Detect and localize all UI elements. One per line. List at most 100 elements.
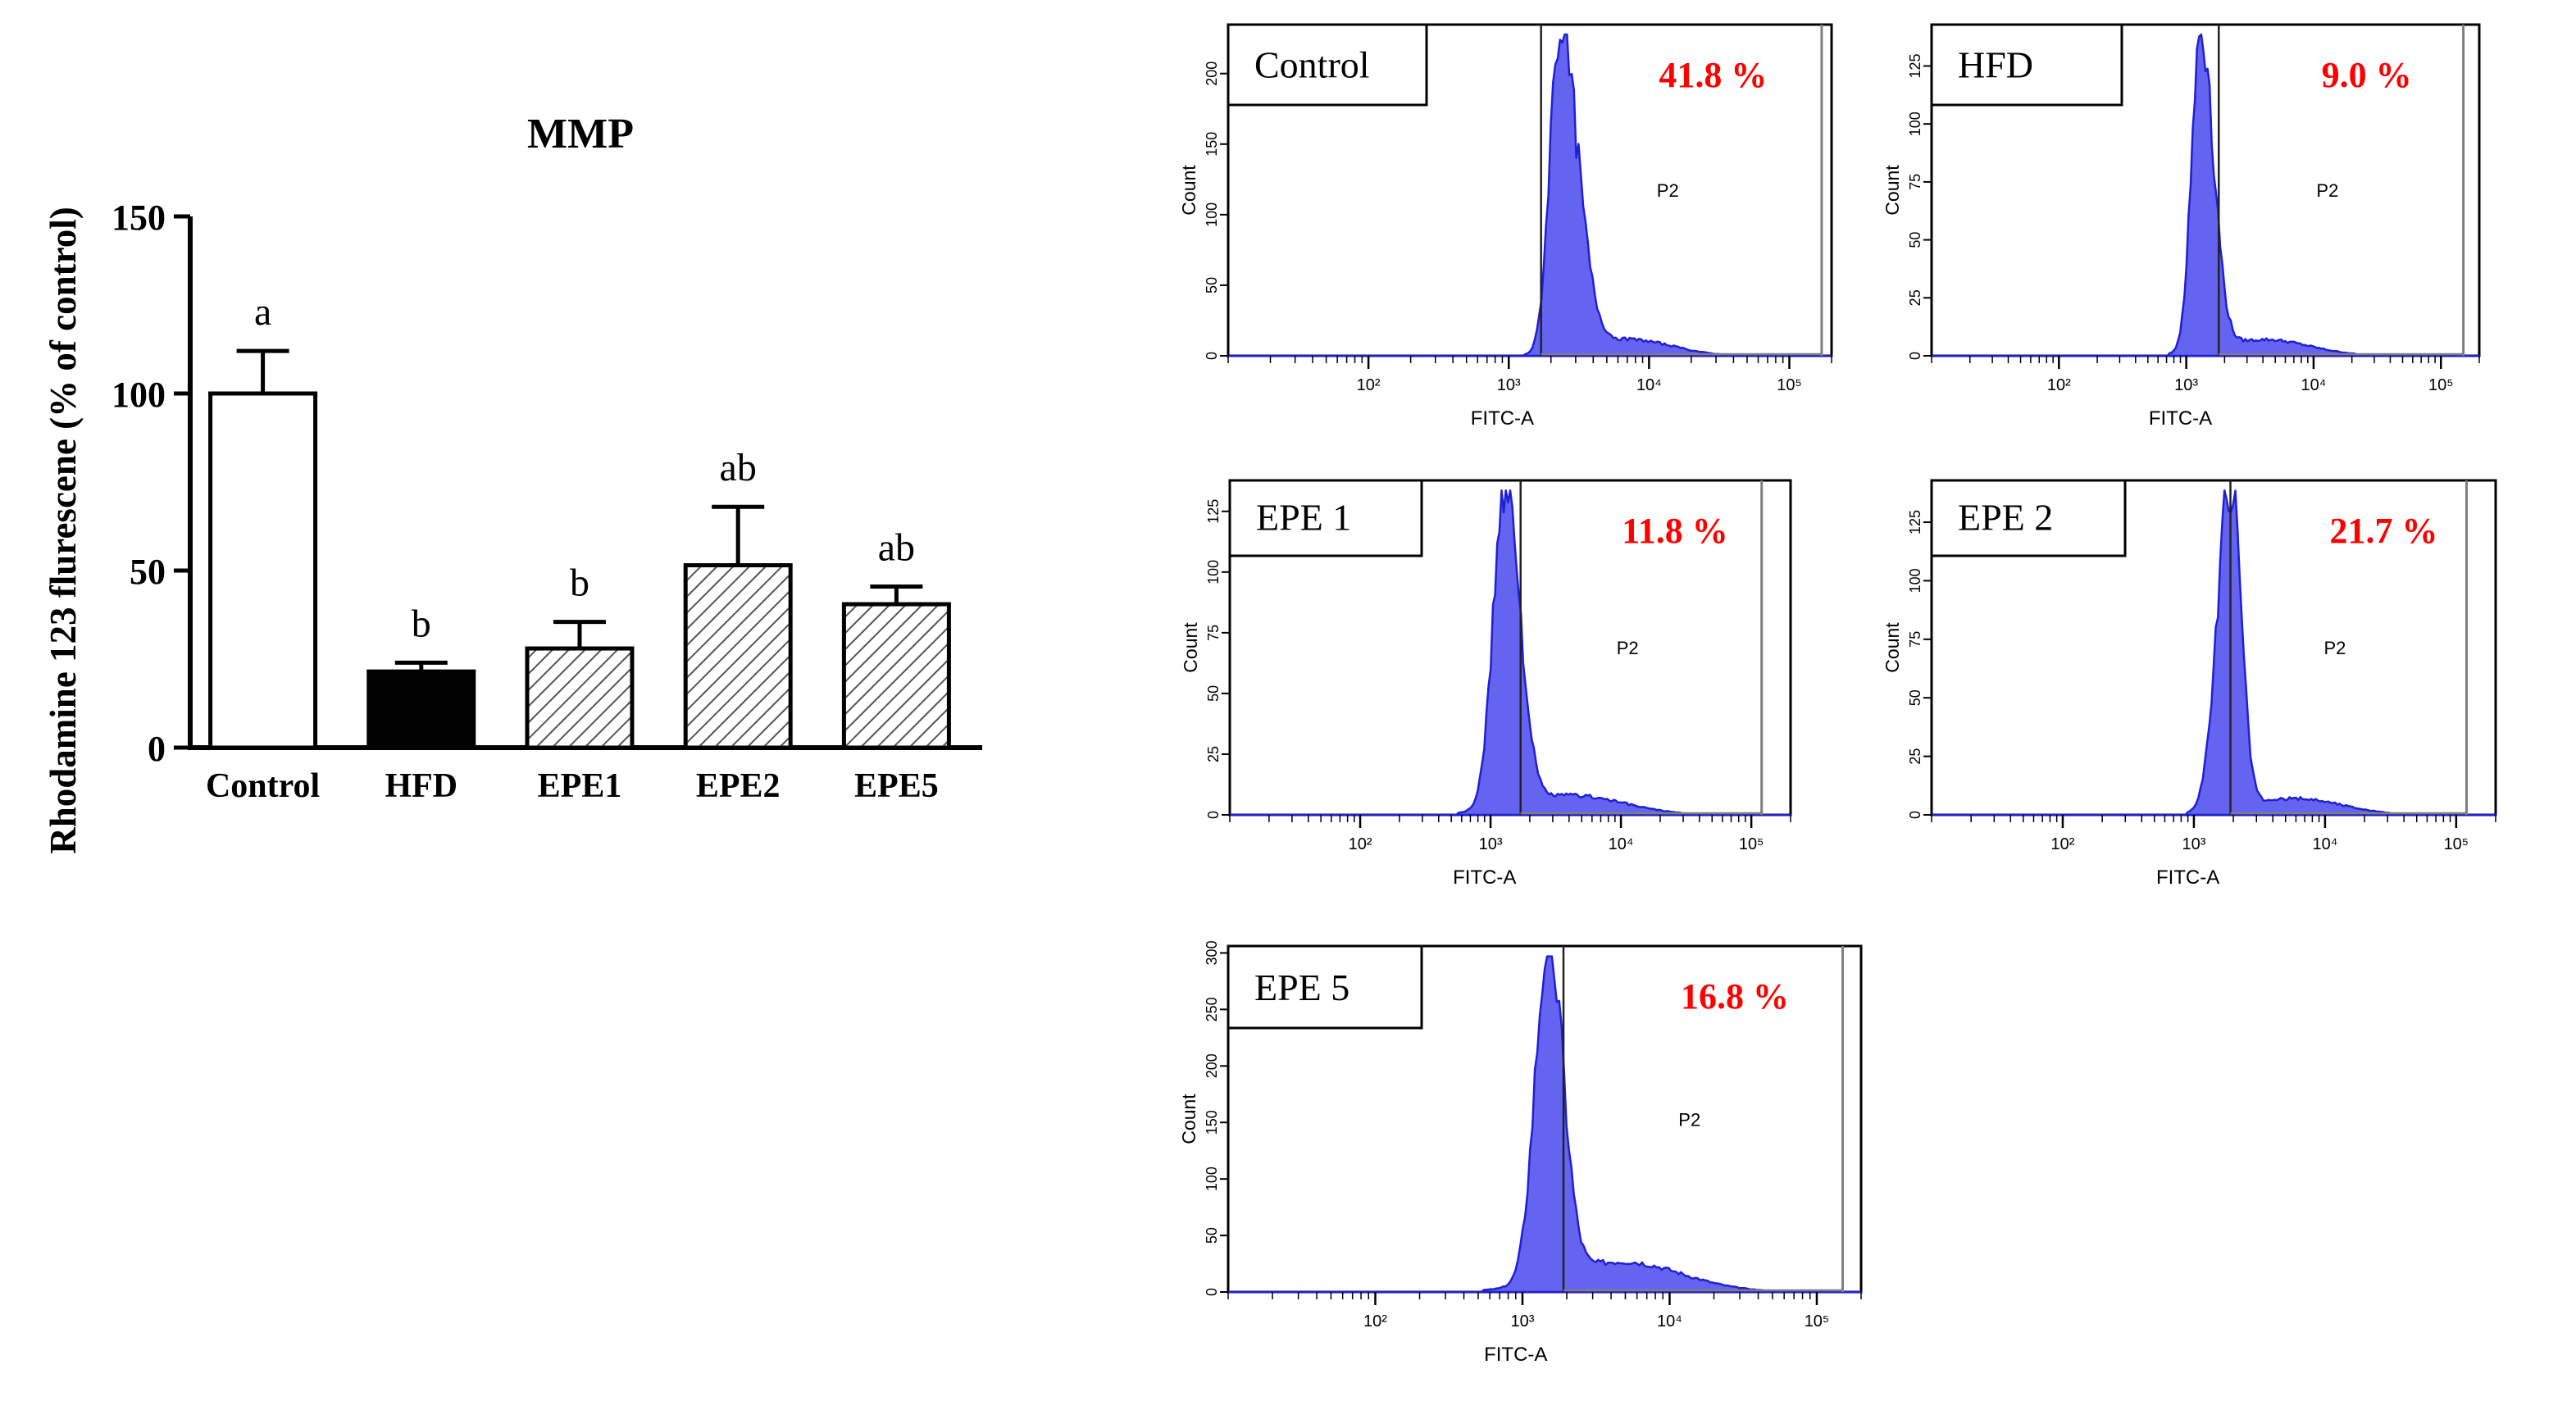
gate-label: P2 xyxy=(1657,180,1679,201)
hist-x-tick-label: 10² xyxy=(2047,376,2071,394)
hist-y-tick-label: 125 xyxy=(1907,510,1923,534)
hist-x-tick-label: 10⁵ xyxy=(1777,376,1802,394)
hist-y-tick-label: 0 xyxy=(1204,1288,1220,1296)
hist-x-axis-label: FITC-A xyxy=(2156,867,2219,889)
bar-epe2 xyxy=(683,563,793,750)
gate-label: P2 xyxy=(2316,180,2338,201)
hist-y-tick-label: 125 xyxy=(1205,499,1222,524)
hist-y-tick-label: 150 xyxy=(1204,1110,1220,1135)
bar-significance-letter: ab xyxy=(720,446,757,489)
hist-y-tick-label: 100 xyxy=(1907,568,1923,593)
bar-category-label: Control xyxy=(206,767,320,805)
hist-y-tick-label: 200 xyxy=(1204,1053,1220,1078)
histogram-panel-control: P2 41.8 % Control 0 50 100 150 200 Count 10² 10³ 10… xyxy=(1178,23,1833,430)
bar-significance-letter: ab xyxy=(878,525,915,569)
sample-label: EPE 1 xyxy=(1256,497,1351,539)
bar-chart-y-axis-label: Rhodamine 123 flurescene (% of control) xyxy=(43,207,84,854)
bar-epe5 xyxy=(841,602,951,750)
sample-label: EPE 5 xyxy=(1254,967,1349,1008)
hist-x-tick-label: 10⁴ xyxy=(1657,1312,1682,1330)
hist-x-tick-label: 10² xyxy=(1349,835,1372,853)
sample-label-box xyxy=(1930,23,2123,107)
bar-y-tick-label: 100 xyxy=(112,375,166,415)
hist-y-tick-label: 0 xyxy=(1204,352,1220,360)
hist-y-tick-label: 200 xyxy=(1204,61,1220,86)
hist-y-tick-label: 50 xyxy=(1205,685,1222,702)
bar-epe1 xyxy=(525,646,635,750)
hist-y-tick-label: 100 xyxy=(1204,202,1220,227)
bar-y-tick-label: 50 xyxy=(130,552,166,592)
hist-x-tick-label: 10² xyxy=(2051,835,2075,853)
hist-x-tick-label: 10⁵ xyxy=(2444,835,2469,853)
hist-x-tick-label: 10³ xyxy=(1479,835,1503,853)
bar-y-tick-label: 150 xyxy=(112,198,166,238)
gated-percent: 41.8 % xyxy=(1659,55,1767,95)
hist-x-axis-label: FITC-A xyxy=(1471,407,1534,430)
gated-percent: 16.8 % xyxy=(1681,976,1789,1017)
hist-x-tick-label: 10⁴ xyxy=(1636,376,1662,394)
sample-label-box xyxy=(1930,479,2127,557)
hist-y-tick-label: 250 xyxy=(1204,997,1220,1021)
hist-x-axis-label: FITC-A xyxy=(1484,1344,1547,1366)
hist-y-tick-label: 50 xyxy=(1907,689,1923,706)
hist-y-tick-label: 25 xyxy=(1907,289,1923,306)
bar-y-tick-label: 0 xyxy=(148,729,166,769)
hist-y-tick-label: 100 xyxy=(1907,111,1923,136)
hist-y-tick-label: 0 xyxy=(1205,811,1222,819)
gated-percent: 9.0 % xyxy=(2322,55,2412,95)
flow-cytometry-histograms: P2 41.8 % Control 0 50 100 150 200 Count 10² 10³ 10… xyxy=(1178,23,2497,1366)
sample-label: EPE 2 xyxy=(1958,497,2053,539)
histogram-panel-epe2: P2 21.7 % EPE 2 0 25 50 75 100 125 Count 10² 10³ 10⁴… xyxy=(1882,479,2497,889)
hist-y-tick-label: 75 xyxy=(1205,625,1222,641)
bar-significance-letter: b xyxy=(570,562,589,605)
hist-x-tick-label: 10³ xyxy=(2174,376,2198,394)
hist-x-tick-label: 10³ xyxy=(1511,1312,1535,1330)
gated-percent: 11.8 % xyxy=(1622,511,1728,551)
hist-y-tick-label: 100 xyxy=(1205,560,1222,585)
gate-label: P2 xyxy=(1678,1109,1700,1130)
hist-x-axis-label: FITC-A xyxy=(2149,407,2212,430)
gate-label: P2 xyxy=(2324,638,2346,658)
bar-significance-letter: b xyxy=(412,602,431,645)
hist-y-axis-label: Count xyxy=(1180,622,1201,673)
mmp-bar-chart: MMP Rhodamine 123 flurescene (% of contr… xyxy=(43,111,982,854)
hist-y-axis-label: Count xyxy=(1882,622,1903,673)
hist-y-axis-label: Count xyxy=(1178,1094,1199,1144)
hist-x-tick-label: 10³ xyxy=(2182,835,2205,853)
hist-y-tick-label: 0 xyxy=(1907,352,1923,360)
bar-chart-bars: a Control b HFD b EPE1 ab EPE2 ab EPE5 xyxy=(206,290,951,805)
gated-percent: 21.7 % xyxy=(2329,511,2437,551)
gate-label: P2 xyxy=(1617,638,1639,658)
histogram-panel-epe5: P2 16.8 % EPE 5 0 50 100 150 200 250 300 Count 10² 1… xyxy=(1178,940,1863,1366)
hist-x-tick-label: 10³ xyxy=(1497,376,1521,394)
hist-y-tick-label: 0 xyxy=(1907,811,1923,819)
hist-x-tick-label: 10⁵ xyxy=(1805,1312,1830,1330)
sample-label: HFD xyxy=(1958,44,2033,86)
hist-y-tick-label: 125 xyxy=(1907,53,1923,78)
hist-x-tick-label: 10⁴ xyxy=(2301,376,2327,394)
hist-x-axis-label: FITC-A xyxy=(1453,867,1516,889)
hist-x-tick-label: 10⁵ xyxy=(1739,835,1764,853)
bar-category-label: EPE2 xyxy=(696,767,781,805)
hist-x-tick-label: 10⁴ xyxy=(2312,835,2337,853)
hist-y-tick-label: 50 xyxy=(1204,1227,1220,1244)
bar-significance-letter: a xyxy=(254,290,271,334)
hist-y-tick-label: 300 xyxy=(1204,940,1220,965)
bar-control xyxy=(208,391,318,750)
bar-hfd xyxy=(366,669,476,750)
hist-x-tick-label: 10² xyxy=(1363,1312,1387,1330)
hist-y-axis-label: Count xyxy=(1178,165,1199,216)
hist-y-tick-label: 150 xyxy=(1204,132,1220,157)
bar-chart-title: MMP xyxy=(527,111,634,157)
bar-category-label: EPE1 xyxy=(538,767,622,805)
sample-label-box xyxy=(1228,479,1423,557)
histogram-panel-hfd: P2 9.0 % HFD 0 25 50 75 100 125 Count 10² 10³ 10⁴ 10⁵… xyxy=(1882,23,2481,430)
bar-category-label: EPE5 xyxy=(854,767,939,805)
hist-x-tick-label: 10² xyxy=(1357,376,1381,394)
hist-y-tick-label: 50 xyxy=(1907,232,1923,248)
sample-label-box xyxy=(1227,23,1428,107)
hist-x-tick-label: 10⁵ xyxy=(2428,376,2454,394)
bar-category-label: HFD xyxy=(385,767,457,805)
sample-label: Control xyxy=(1254,44,1370,86)
